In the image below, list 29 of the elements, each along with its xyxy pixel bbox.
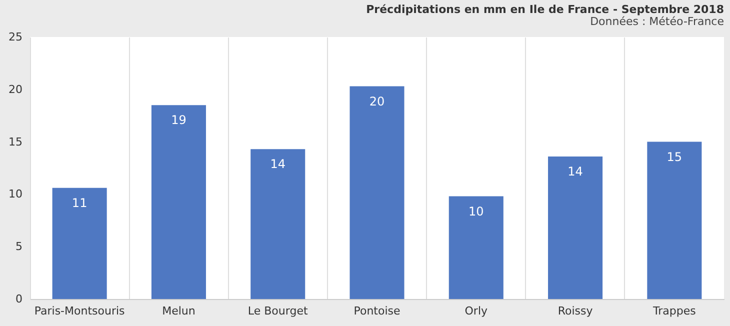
data-label: 20	[369, 94, 385, 108]
data-label: 10	[468, 204, 484, 218]
data-label: 14	[568, 164, 583, 178]
x-tick-label: Melun	[162, 304, 196, 318]
y-tick-label: 15	[8, 135, 22, 148]
y-tick-label: 0	[16, 292, 22, 306]
x-tick-label: Paris-Montsouris	[34, 304, 126, 318]
bar	[250, 149, 306, 299]
bar	[448, 196, 504, 299]
x-tick-label: Orly	[464, 304, 488, 318]
bar	[151, 105, 206, 299]
bar	[350, 86, 404, 299]
chart-title: Précdipitations en mm en Ile de France - Septembre 2018	[366, 3, 724, 16]
y-tick-label: 25	[8, 30, 22, 44]
x-tick-label: Trappes	[652, 304, 696, 318]
data-label: 15	[666, 150, 682, 164]
x-tick-label: Pontoise	[354, 304, 400, 318]
bar	[548, 156, 603, 299]
y-tick-label: 20	[8, 82, 22, 96]
chart-subtitle: Données : Météo-France	[590, 15, 724, 28]
y-tick-label: 5	[16, 240, 22, 254]
data-label: 14	[270, 157, 286, 172]
bar	[52, 188, 107, 299]
x-tick-label: Le Bourget	[248, 304, 308, 318]
data-label: 11	[72, 196, 88, 210]
bar	[647, 142, 702, 299]
data-label: 19	[171, 113, 186, 128]
y-tick-label: 10	[8, 188, 22, 201]
x-tick-label: Roissy	[558, 304, 594, 318]
